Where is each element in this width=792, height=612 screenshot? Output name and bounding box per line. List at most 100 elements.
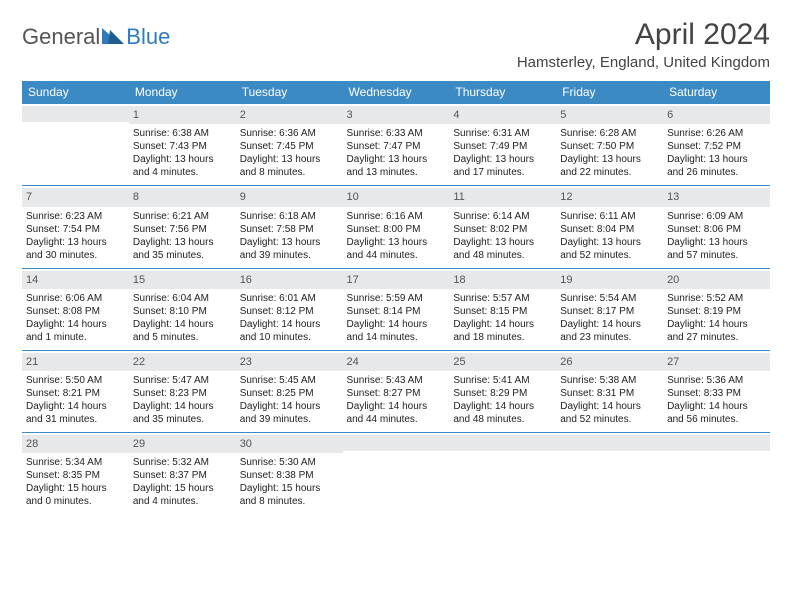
day-info-line: Sunset: 8:12 PM <box>240 305 339 318</box>
day-info-line: Sunrise: 5:43 AM <box>347 374 446 387</box>
calendar-day-cell: 20Sunrise: 5:52 AMSunset: 8:19 PMDayligh… <box>663 268 770 350</box>
day-info-line: Sunset: 7:45 PM <box>240 140 339 153</box>
day-info-line: Sunrise: 5:54 AM <box>560 292 659 305</box>
day-info-line: Sunrise: 6:16 AM <box>347 210 446 223</box>
day-info-line: Sunset: 7:56 PM <box>133 223 232 236</box>
day-info-line: Sunset: 8:23 PM <box>133 387 232 400</box>
calendar-day-cell: 29Sunrise: 5:32 AMSunset: 8:37 PMDayligh… <box>129 433 236 515</box>
calendar-day-cell: 26Sunrise: 5:38 AMSunset: 8:31 PMDayligh… <box>556 350 663 432</box>
day-info-line: Daylight: 13 hours and 35 minutes. <box>133 236 232 262</box>
day-info-line: Sunrise: 6:09 AM <box>667 210 766 223</box>
day-info-line: Sunset: 8:06 PM <box>667 223 766 236</box>
day-info-line: Sunset: 8:17 PM <box>560 305 659 318</box>
day-info-line: Daylight: 13 hours and 30 minutes. <box>26 236 125 262</box>
day-info-line: Daylight: 14 hours and 31 minutes. <box>26 400 125 426</box>
day-info-line: Sunrise: 5:57 AM <box>453 292 552 305</box>
day-number: 12 <box>556 188 663 206</box>
day-info-line: Sunrise: 6:11 AM <box>560 210 659 223</box>
day-info-line: Sunset: 8:15 PM <box>453 305 552 318</box>
logo: General Blue <box>22 18 170 50</box>
day-number <box>663 435 770 451</box>
day-info-line: Sunset: 7:43 PM <box>133 140 232 153</box>
day-info-line: Sunset: 8:38 PM <box>240 469 339 482</box>
calendar-day-cell: 1Sunrise: 6:38 AMSunset: 7:43 PMDaylight… <box>129 104 236 186</box>
logo-text-blue: Blue <box>126 24 170 50</box>
day-info-line: Daylight: 13 hours and 48 minutes. <box>453 236 552 262</box>
weekday-header: Monday <box>129 81 236 104</box>
day-number <box>556 435 663 451</box>
day-info-line: Sunrise: 6:31 AM <box>453 127 552 140</box>
day-info-line: Sunset: 8:25 PM <box>240 387 339 400</box>
calendar-day-cell: 14Sunrise: 6:06 AMSunset: 8:08 PMDayligh… <box>22 268 129 350</box>
day-info-line: Sunset: 8:02 PM <box>453 223 552 236</box>
day-info-line: Daylight: 13 hours and 26 minutes. <box>667 153 766 179</box>
calendar-day-cell: 28Sunrise: 5:34 AMSunset: 8:35 PMDayligh… <box>22 433 129 515</box>
calendar-day-cell <box>22 104 129 186</box>
calendar-day-cell: 13 Sunrise: 6:09 AMSunset: 8:06 PMDayligh… <box>663 186 770 268</box>
day-info-line: Sunset: 8:35 PM <box>26 469 125 482</box>
day-info-line: Sunset: 8:19 PM <box>667 305 766 318</box>
day-info-line: Daylight: 14 hours and 10 minutes. <box>240 318 339 344</box>
day-number: 16 <box>236 271 343 289</box>
day-info-line: Daylight: 15 hours and 8 minutes. <box>240 482 339 508</box>
calendar-body: 1Sunrise: 6:38 AMSunset: 7:43 PMDaylight… <box>22 104 770 515</box>
day-number: 13 <box>663 188 770 206</box>
calendar-week-row: 21Sunrise: 5:50 AMSunset: 8:21 PMDayligh… <box>22 350 770 432</box>
calendar-day-cell: 25Sunrise: 5:41 AMSunset: 8:29 PMDayligh… <box>449 350 556 432</box>
calendar-day-cell: 30Sunrise: 5:30 AMSunset: 8:38 PMDayligh… <box>236 433 343 515</box>
calendar-table: SundayMondayTuesdayWednesdayThursdayFrid… <box>22 81 770 514</box>
day-info-line: Sunrise: 6:23 AM <box>26 210 125 223</box>
day-number <box>22 106 129 122</box>
day-info-line: Sunset: 8:33 PM <box>667 387 766 400</box>
day-info-line: Sunrise: 5:32 AM <box>133 456 232 469</box>
day-number: 8 <box>129 188 236 206</box>
day-info-line: Daylight: 14 hours and 14 minutes. <box>347 318 446 344</box>
day-info-line: Daylight: 14 hours and 1 minute. <box>26 318 125 344</box>
calendar-day-cell: 2Sunrise: 6:36 AMSunset: 7:45 PMDaylight… <box>236 104 343 186</box>
day-info-line: Sunset: 8:10 PM <box>133 305 232 318</box>
day-info-line: Daylight: 13 hours and 44 minutes. <box>347 236 446 262</box>
calendar-day-cell: 6Sunrise: 6:26 AMSunset: 7:52 PMDaylight… <box>663 104 770 186</box>
day-info-line: Sunset: 8:37 PM <box>133 469 232 482</box>
day-info-line: Sunrise: 6:04 AM <box>133 292 232 305</box>
calendar-day-cell: 12Sunrise: 6:11 AMSunset: 8:04 PMDayligh… <box>556 186 663 268</box>
day-info-line: Daylight: 14 hours and 18 minutes. <box>453 318 552 344</box>
day-number: 30 <box>236 435 343 453</box>
location: Hamsterley, England, United Kingdom <box>517 54 770 71</box>
day-info-line: Sunrise: 6:01 AM <box>240 292 339 305</box>
day-info-line: Sunrise: 5:36 AM <box>667 374 766 387</box>
day-number: 4 <box>449 106 556 124</box>
calendar-day-cell: 24Sunrise: 5:43 AMSunset: 8:27 PMDayligh… <box>343 350 450 432</box>
day-info-line: Sunset: 7:58 PM <box>240 223 339 236</box>
day-info-line: Daylight: 13 hours and 17 minutes. <box>453 153 552 179</box>
day-info-line: Sunset: 8:00 PM <box>347 223 446 236</box>
day-info-line: Sunrise: 5:38 AM <box>560 374 659 387</box>
calendar-day-cell: 18Sunrise: 5:57 AMSunset: 8:15 PMDayligh… <box>449 268 556 350</box>
day-info-line: Sunrise: 6:21 AM <box>133 210 232 223</box>
day-number: 11 <box>449 188 556 206</box>
day-info-line: Daylight: 13 hours and 57 minutes. <box>667 236 766 262</box>
calendar-day-cell: 23Sunrise: 5:45 AMSunset: 8:25 PMDayligh… <box>236 350 343 432</box>
day-info-line: Daylight: 13 hours and 13 minutes. <box>347 153 446 179</box>
day-info-line: Daylight: 13 hours and 22 minutes. <box>560 153 659 179</box>
day-info-line: Daylight: 13 hours and 52 minutes. <box>560 236 659 262</box>
day-info-line: Sunset: 8:21 PM <box>26 387 125 400</box>
calendar-day-cell <box>449 433 556 515</box>
day-info-line: Sunrise: 6:06 AM <box>26 292 125 305</box>
page-title: April 2024 <box>517 18 770 52</box>
day-info-line: Daylight: 13 hours and 4 minutes. <box>133 153 232 179</box>
header: General Blue April 2024 Hamsterley, Engl… <box>22 18 770 71</box>
weekday-header: Friday <box>556 81 663 104</box>
calendar-day-cell: 10 Sunrise: 6:16 AMSunset: 8:00 PMDayligh… <box>343 186 450 268</box>
day-info-line: Sunset: 8:29 PM <box>453 387 552 400</box>
day-info-line: Sunrise: 5:47 AM <box>133 374 232 387</box>
day-number: 2 <box>236 106 343 124</box>
weekday-header: Sunday <box>22 81 129 104</box>
day-info-line: Sunrise: 5:34 AM <box>26 456 125 469</box>
weekday-header: Wednesday <box>343 81 450 104</box>
day-info-line: Sunrise: 6:26 AM <box>667 127 766 140</box>
day-info-line: Sunset: 8:27 PM <box>347 387 446 400</box>
day-number: 10 <box>343 188 450 206</box>
title-block: April 2024 Hamsterley, England, United K… <box>517 18 770 71</box>
day-info-line: Sunrise: 6:14 AM <box>453 210 552 223</box>
